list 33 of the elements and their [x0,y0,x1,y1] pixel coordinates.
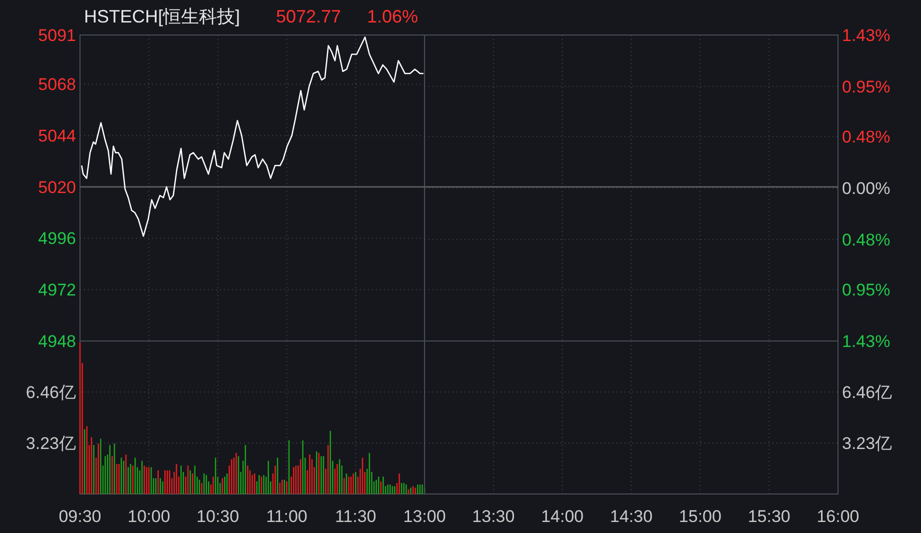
y2-tick-label: 1.43% [842,332,890,351]
y-tick-label: 5091 [38,26,76,45]
y-tick-label: 4972 [38,280,76,300]
y-tick-label: 4948 [38,332,76,351]
x-tick-label: 13:00 [403,506,446,526]
x-tick-label: 14:00 [541,506,584,526]
x-tick-label: 15:00 [678,506,722,526]
x-tick-label: 09:30 [58,506,102,526]
y2-tick-label: 0.48% [842,230,890,250]
x-tick-label: 10:30 [196,506,240,526]
y-tick-label: 6.46亿 [26,382,76,402]
x-tick-label: 11:30 [334,506,376,526]
y-tick-label: 5020 [38,178,76,197]
text: 1.06% [367,6,418,26]
chart-title: HSTECH[恒生科技] [84,6,240,26]
x-tick-label: 14:30 [610,506,653,526]
y-tick-label: 4996 [38,229,76,248]
y2-tick-label: 0.95% [842,280,890,300]
x-tick-label: 11:00 [266,506,308,526]
x-tick-label: 15:30 [748,506,790,526]
x-tick-label: 13:30 [472,506,515,526]
y2-tick-label: 0.00% [842,178,890,198]
y2-tick-label: 6.46亿 [842,382,892,402]
y-tick-label: 5044 [38,126,76,146]
y-tick-label: 5068 [38,75,76,94]
y-tick-label: 3.23亿 [26,434,76,453]
y2-tick-label: 0.95% [842,77,890,96]
y2-tick-label: 1.43% [842,26,890,45]
x-tick-label: 16:00 [816,506,860,526]
y2-tick-label: 0.48% [842,128,890,147]
chart-subtitle: 5072.77 [276,6,342,26]
x-tick-label: 10:00 [128,506,170,526]
y2-tick-label: 3.23亿 [842,434,892,453]
